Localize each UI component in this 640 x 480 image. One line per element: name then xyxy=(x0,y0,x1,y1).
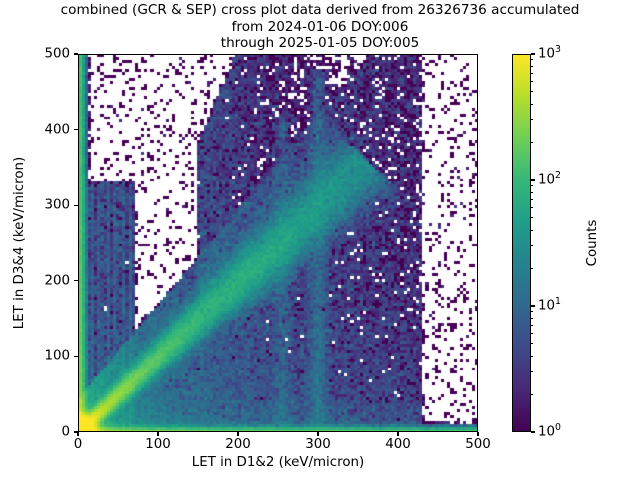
colorbar-minor-tick xyxy=(531,141,534,143)
x-tick-400 xyxy=(397,432,399,436)
colorbar-minor-tick xyxy=(531,267,534,269)
y-tick-label-100: 100 xyxy=(44,348,70,364)
chart-title-line-2: from 2024-01-06 DOY:006 xyxy=(231,18,409,35)
colorbar xyxy=(512,54,531,432)
colorbar-minor-tick xyxy=(531,371,534,373)
colorbar-minor-tick xyxy=(531,59,534,61)
y-tick-300 xyxy=(74,204,78,206)
colorbar-minor-tick xyxy=(531,229,534,231)
x-tick-label-100: 100 xyxy=(145,437,171,452)
y-tick-label-400: 400 xyxy=(44,122,70,138)
colorbar-minor-tick xyxy=(531,245,534,247)
x-tick-label-200: 200 xyxy=(225,437,251,452)
colorbar-gradient xyxy=(513,55,530,431)
colorbar-minor-tick xyxy=(531,207,534,209)
colorbar-minor-tick xyxy=(531,198,534,201)
colorbar-minor-tick xyxy=(531,91,534,93)
y-tick-label-200: 200 xyxy=(44,273,70,289)
colorbar-tick-label-1000: 103 xyxy=(538,44,562,62)
colorbar-minor-tick xyxy=(531,343,534,345)
colorbar-major-tick-1000 xyxy=(531,53,536,55)
y-tick-0 xyxy=(74,431,78,433)
colorbar-minor-tick xyxy=(531,311,534,313)
colorbar-minor-tick xyxy=(531,355,534,357)
x-tick-label-0: 0 xyxy=(73,437,83,452)
y-tick-100 xyxy=(74,355,78,357)
y-tick-200 xyxy=(74,280,78,282)
colorbar-minor-tick xyxy=(531,103,534,105)
colorbar-minor-tick xyxy=(531,317,534,319)
x-axis-label: LET in D1&2 (keV/micron) xyxy=(191,455,365,470)
x-tick-100 xyxy=(157,432,159,436)
colorbar-minor-tick xyxy=(531,185,534,187)
x-tick-label-400: 400 xyxy=(385,437,411,452)
chart-title: combined (GCR & SEP) cross plot data der… xyxy=(0,2,640,52)
x-tick-500 xyxy=(477,432,479,436)
y-tick-label-500: 500 xyxy=(44,46,70,62)
y-tick-label-0: 0 xyxy=(61,424,70,440)
colorbar-minor-tick xyxy=(531,324,534,327)
x-tick-label-500: 500 xyxy=(465,437,491,452)
y-axis-label: LET in D3&4 (keV/micron) xyxy=(12,156,27,330)
density-heatmap xyxy=(79,55,477,431)
x-tick-label-300: 300 xyxy=(305,437,331,452)
colorbar-tick-label-100: 102 xyxy=(538,170,562,188)
colorbar-minor-tick xyxy=(531,393,534,395)
colorbar-tick-label-1: 100 xyxy=(538,422,562,440)
colorbar-minor-tick xyxy=(531,65,534,67)
y-tick-label-300: 300 xyxy=(44,197,70,213)
chart-title-line-1: combined (GCR & SEP) cross plot data der… xyxy=(60,2,580,18)
colorbar-major-tick-1 xyxy=(531,431,536,433)
y-tick-400 xyxy=(74,129,78,131)
colorbar-major-tick-100 xyxy=(531,179,536,181)
colorbar-minor-tick xyxy=(531,72,534,75)
colorbar-tick-label-10: 101 xyxy=(538,296,562,314)
colorbar-minor-tick xyxy=(531,217,534,219)
x-tick-200 xyxy=(237,432,239,436)
x-tick-0 xyxy=(77,432,79,436)
colorbar-major-tick-10 xyxy=(531,305,536,307)
y-tick-500 xyxy=(74,53,78,55)
x-tick-300 xyxy=(317,432,319,436)
colorbar-minor-tick xyxy=(531,119,534,121)
colorbar-minor-tick xyxy=(531,191,534,193)
colorbar-label: Counts xyxy=(585,219,600,267)
colorbar-minor-tick xyxy=(531,81,534,83)
plot-area xyxy=(78,54,478,432)
chart-title-line-3: through 2025-01-05 DOY:005 xyxy=(220,35,420,51)
colorbar-minor-tick xyxy=(531,333,534,335)
